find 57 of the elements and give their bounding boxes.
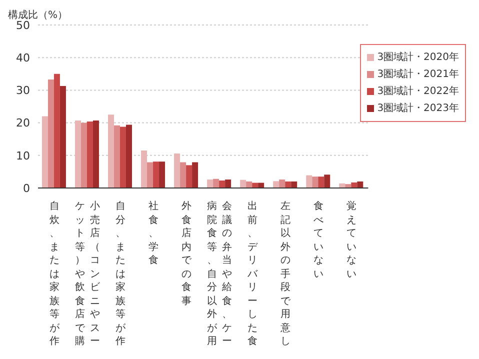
bar [225,180,232,188]
y-tick-label: 40 [16,52,30,65]
bar [279,180,286,188]
bar [240,180,246,188]
y-tick-label: 30 [16,84,30,98]
legend-label: 3圏域計・2020年 [376,50,459,65]
bar [60,86,66,188]
y-axis-title: 構成比（%） [8,8,68,21]
bar [86,121,93,188]
y-tick-label: 10 [16,149,30,162]
bar [120,126,126,188]
category-label: 自分、または家族等が作 [116,201,126,347]
bar [108,114,114,188]
bar [192,162,198,188]
x-tick-label: 覚えていない [346,201,357,280]
bar [80,122,87,188]
bar [273,181,280,188]
category-label: 自炊、または家族等が作 [50,201,60,347]
x-tick-label: 食べていない [314,201,324,280]
bar [291,181,298,188]
bar [141,150,148,188]
bar [186,165,192,188]
bar [174,153,180,188]
y-tick-label: 20 [16,116,30,130]
legend-label: 3圏域計・2021年 [376,68,459,82]
bar [126,124,132,188]
bar [207,180,214,188]
bar [74,120,81,188]
bar [285,181,292,188]
bar [159,162,166,188]
bar [180,162,186,188]
bar [213,178,220,188]
bar [351,182,358,188]
bar [54,74,60,188]
bar [318,176,324,188]
category-label: 左記以外の手段で用意し [280,201,291,347]
bar [219,180,226,188]
bar [42,116,48,188]
bar [48,79,54,188]
bar [114,125,120,188]
legend-label: 3圏域計・2023年 [376,102,459,116]
y-tick-label: 0 [23,182,30,195]
bar [92,120,99,188]
category-label: 出前、デリバリーした食 [248,201,258,347]
bar [312,176,318,188]
bar [306,175,312,188]
category-label: 会議の弁当や給食、ケー病院食等、自分以外が用 [207,201,232,347]
category-label: 小売店（コンビニやスーケット等）や飲食店で購 [75,201,100,347]
bar [357,181,364,188]
y-tick-label: 50 [16,18,30,32]
legend-label: 3圏域計・2022年 [376,84,459,99]
x-tick-label: 外食店内での食事 [182,201,192,306]
bar [324,174,330,188]
bar [147,162,154,188]
x-tick-label: 社食、学食 [148,201,159,266]
bar [246,181,252,188]
bar [153,162,160,188]
